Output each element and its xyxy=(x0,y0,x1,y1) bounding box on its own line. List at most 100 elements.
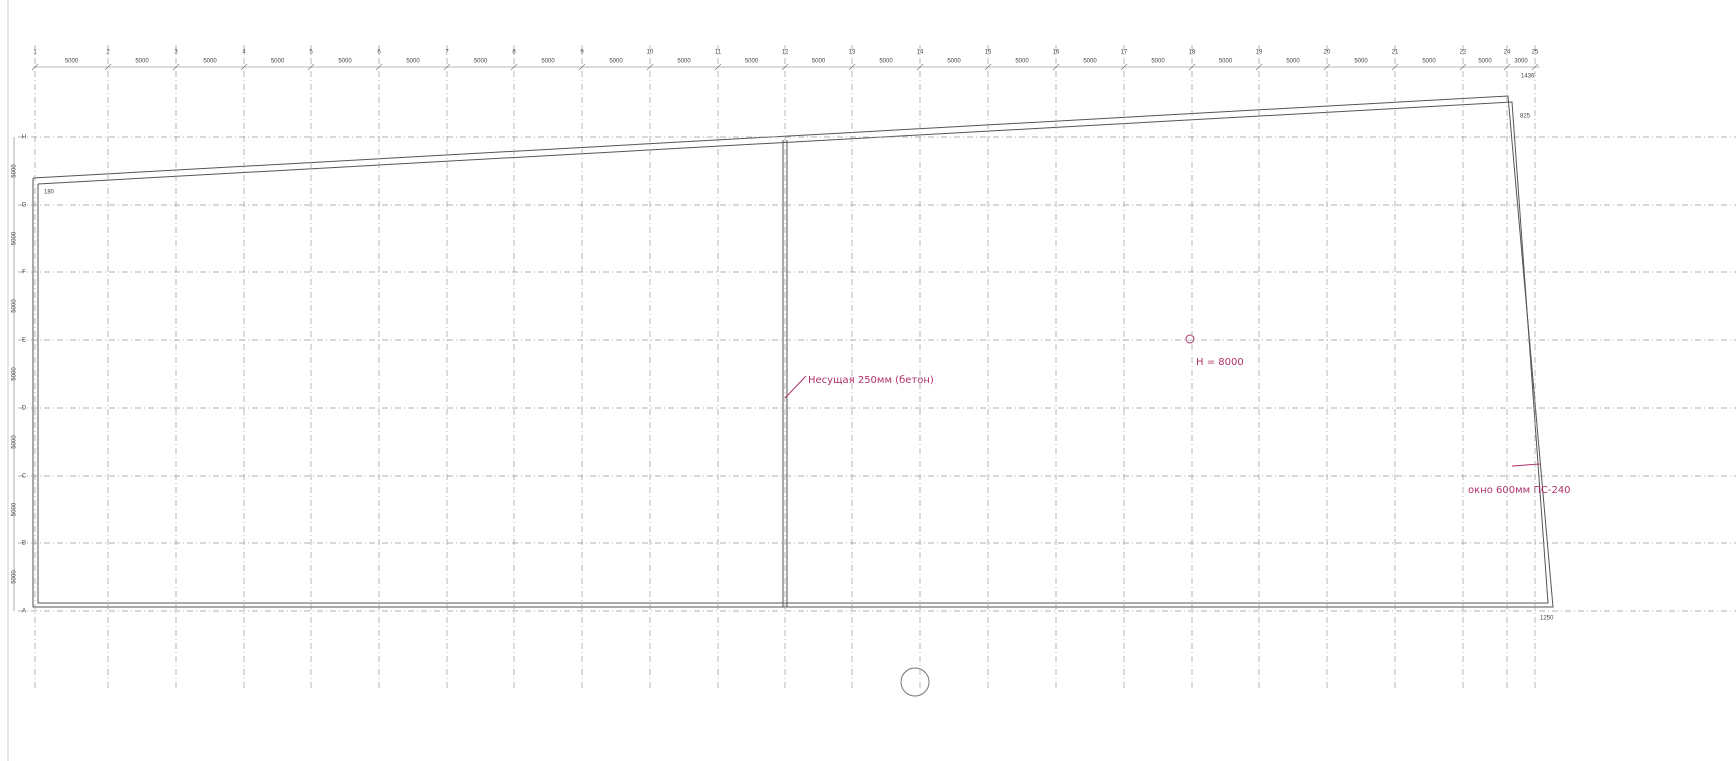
column-label: 10 xyxy=(647,50,654,56)
dim-tick xyxy=(1323,63,1331,71)
column-spacing: 5000 xyxy=(65,59,79,65)
column-spacing: 3000 xyxy=(1514,59,1528,65)
column-label: 12 xyxy=(782,50,789,56)
column-spacing: 5000 xyxy=(541,59,555,65)
dim-tick xyxy=(1052,63,1060,71)
column-label: 3 xyxy=(174,50,178,56)
column-label: 24 xyxy=(1504,50,1511,56)
column-label: 18 xyxy=(1189,50,1196,56)
dim-tick xyxy=(916,63,924,71)
column-label: 14 xyxy=(917,50,924,56)
column-spacing: 5000 xyxy=(1083,59,1097,65)
row-label: A xyxy=(22,609,26,615)
column-label: 9 xyxy=(580,50,584,56)
column-spacing: 5000 xyxy=(1286,59,1300,65)
dim-tick xyxy=(1120,63,1128,71)
row-spacing: 5000 xyxy=(12,435,18,449)
row-label: H xyxy=(22,135,26,141)
column-spacing: 5000 xyxy=(745,59,759,65)
height-note: H = 8000 xyxy=(1196,357,1244,368)
row-spacing: 5000 xyxy=(12,299,18,313)
dim-tick xyxy=(714,63,722,71)
dim-tick xyxy=(307,63,315,71)
edge-dim: 1250 xyxy=(1540,616,1554,622)
dim-tick xyxy=(172,63,180,71)
column-label: 2 xyxy=(106,50,110,56)
column-spacing: 5000 xyxy=(1151,59,1165,65)
column-spacing: 5000 xyxy=(474,59,488,65)
column-spacing: 5000 xyxy=(1354,59,1368,65)
dim-tick xyxy=(1255,63,1263,71)
north-mark xyxy=(900,667,930,697)
row-spacing: 5000 xyxy=(12,231,18,245)
column-label: 21 xyxy=(1392,50,1399,56)
dim-tick xyxy=(31,63,39,71)
column-spacing: 5000 xyxy=(271,59,285,65)
column-spacing: 5000 xyxy=(406,59,420,65)
column-spacing: 5000 xyxy=(677,59,691,65)
column-spacing: 5000 xyxy=(338,59,352,65)
dim-tick xyxy=(1188,63,1196,71)
row-spacing: 5000 xyxy=(12,570,18,584)
note-arrow xyxy=(784,375,807,399)
window-note: окно 600мм ПС-240 xyxy=(1468,485,1571,496)
dim-tick xyxy=(578,63,586,71)
dim-tick xyxy=(443,63,451,71)
note-circle xyxy=(1185,334,1195,344)
column-label: 5 xyxy=(309,50,313,56)
walls xyxy=(32,95,1554,608)
dim-tick xyxy=(781,63,789,71)
column-label: 22 xyxy=(1460,50,1467,56)
column-label: 6 xyxy=(377,50,381,56)
column-spacing: 5000 xyxy=(203,59,217,65)
row-label: G xyxy=(22,203,27,209)
inner-wall xyxy=(37,101,1549,604)
column-spacing: 5000 xyxy=(135,59,149,65)
dim-tick xyxy=(1503,63,1511,71)
row-label: D xyxy=(22,406,27,412)
dim-tick xyxy=(848,63,856,71)
column-spacing: 5000 xyxy=(609,59,623,65)
column-label: 13 xyxy=(849,50,856,56)
dim-tick xyxy=(1391,63,1399,71)
column-spacing: 5000 xyxy=(947,59,961,65)
column-label: 4 xyxy=(242,50,246,56)
column-label: 15 xyxy=(985,50,992,56)
column-spacing: 5000 xyxy=(1219,59,1233,65)
dim-tick xyxy=(510,63,518,71)
edge-dim: 1436 xyxy=(1521,74,1535,80)
row-spacing: 5000 xyxy=(12,164,18,178)
row-label: C xyxy=(22,474,27,480)
column-spacing: 5000 xyxy=(1015,59,1029,65)
dim-tick xyxy=(1531,63,1539,71)
dim-tick xyxy=(1459,63,1467,71)
column-label: 19 xyxy=(1256,50,1263,56)
column-spacing: 5000 xyxy=(879,59,893,65)
row-spacing: 5000 xyxy=(12,502,18,516)
column-label: 25 xyxy=(1532,50,1539,56)
edge-dim: 180 xyxy=(44,190,55,196)
row-label: E xyxy=(22,338,26,344)
row-spacing: 5000 xyxy=(12,367,18,381)
column-label: 11 xyxy=(715,50,722,56)
outer-wall xyxy=(32,95,1554,608)
column-label: 16 xyxy=(1053,50,1060,56)
dim-tick xyxy=(375,63,383,71)
wall-note: Несущая 250мм (бетон) xyxy=(808,375,934,386)
dim-tick xyxy=(984,63,992,71)
row-label: B xyxy=(22,541,26,547)
column-spacing: 5000 xyxy=(1422,59,1436,65)
dim-tick xyxy=(646,63,654,71)
dim-tick xyxy=(240,63,248,71)
dim-tick xyxy=(104,63,112,71)
row-label: F xyxy=(22,270,26,276)
column-label: 8 xyxy=(512,50,516,56)
column-spacing: 5000 xyxy=(812,59,826,65)
column-label: 17 xyxy=(1121,50,1128,56)
column-label: 20 xyxy=(1324,50,1331,56)
column-label: 1 xyxy=(33,50,37,56)
column-label: 7 xyxy=(445,50,449,56)
edge-dim: 825 xyxy=(1520,114,1531,120)
column-spacing: 5000 xyxy=(1478,59,1492,65)
